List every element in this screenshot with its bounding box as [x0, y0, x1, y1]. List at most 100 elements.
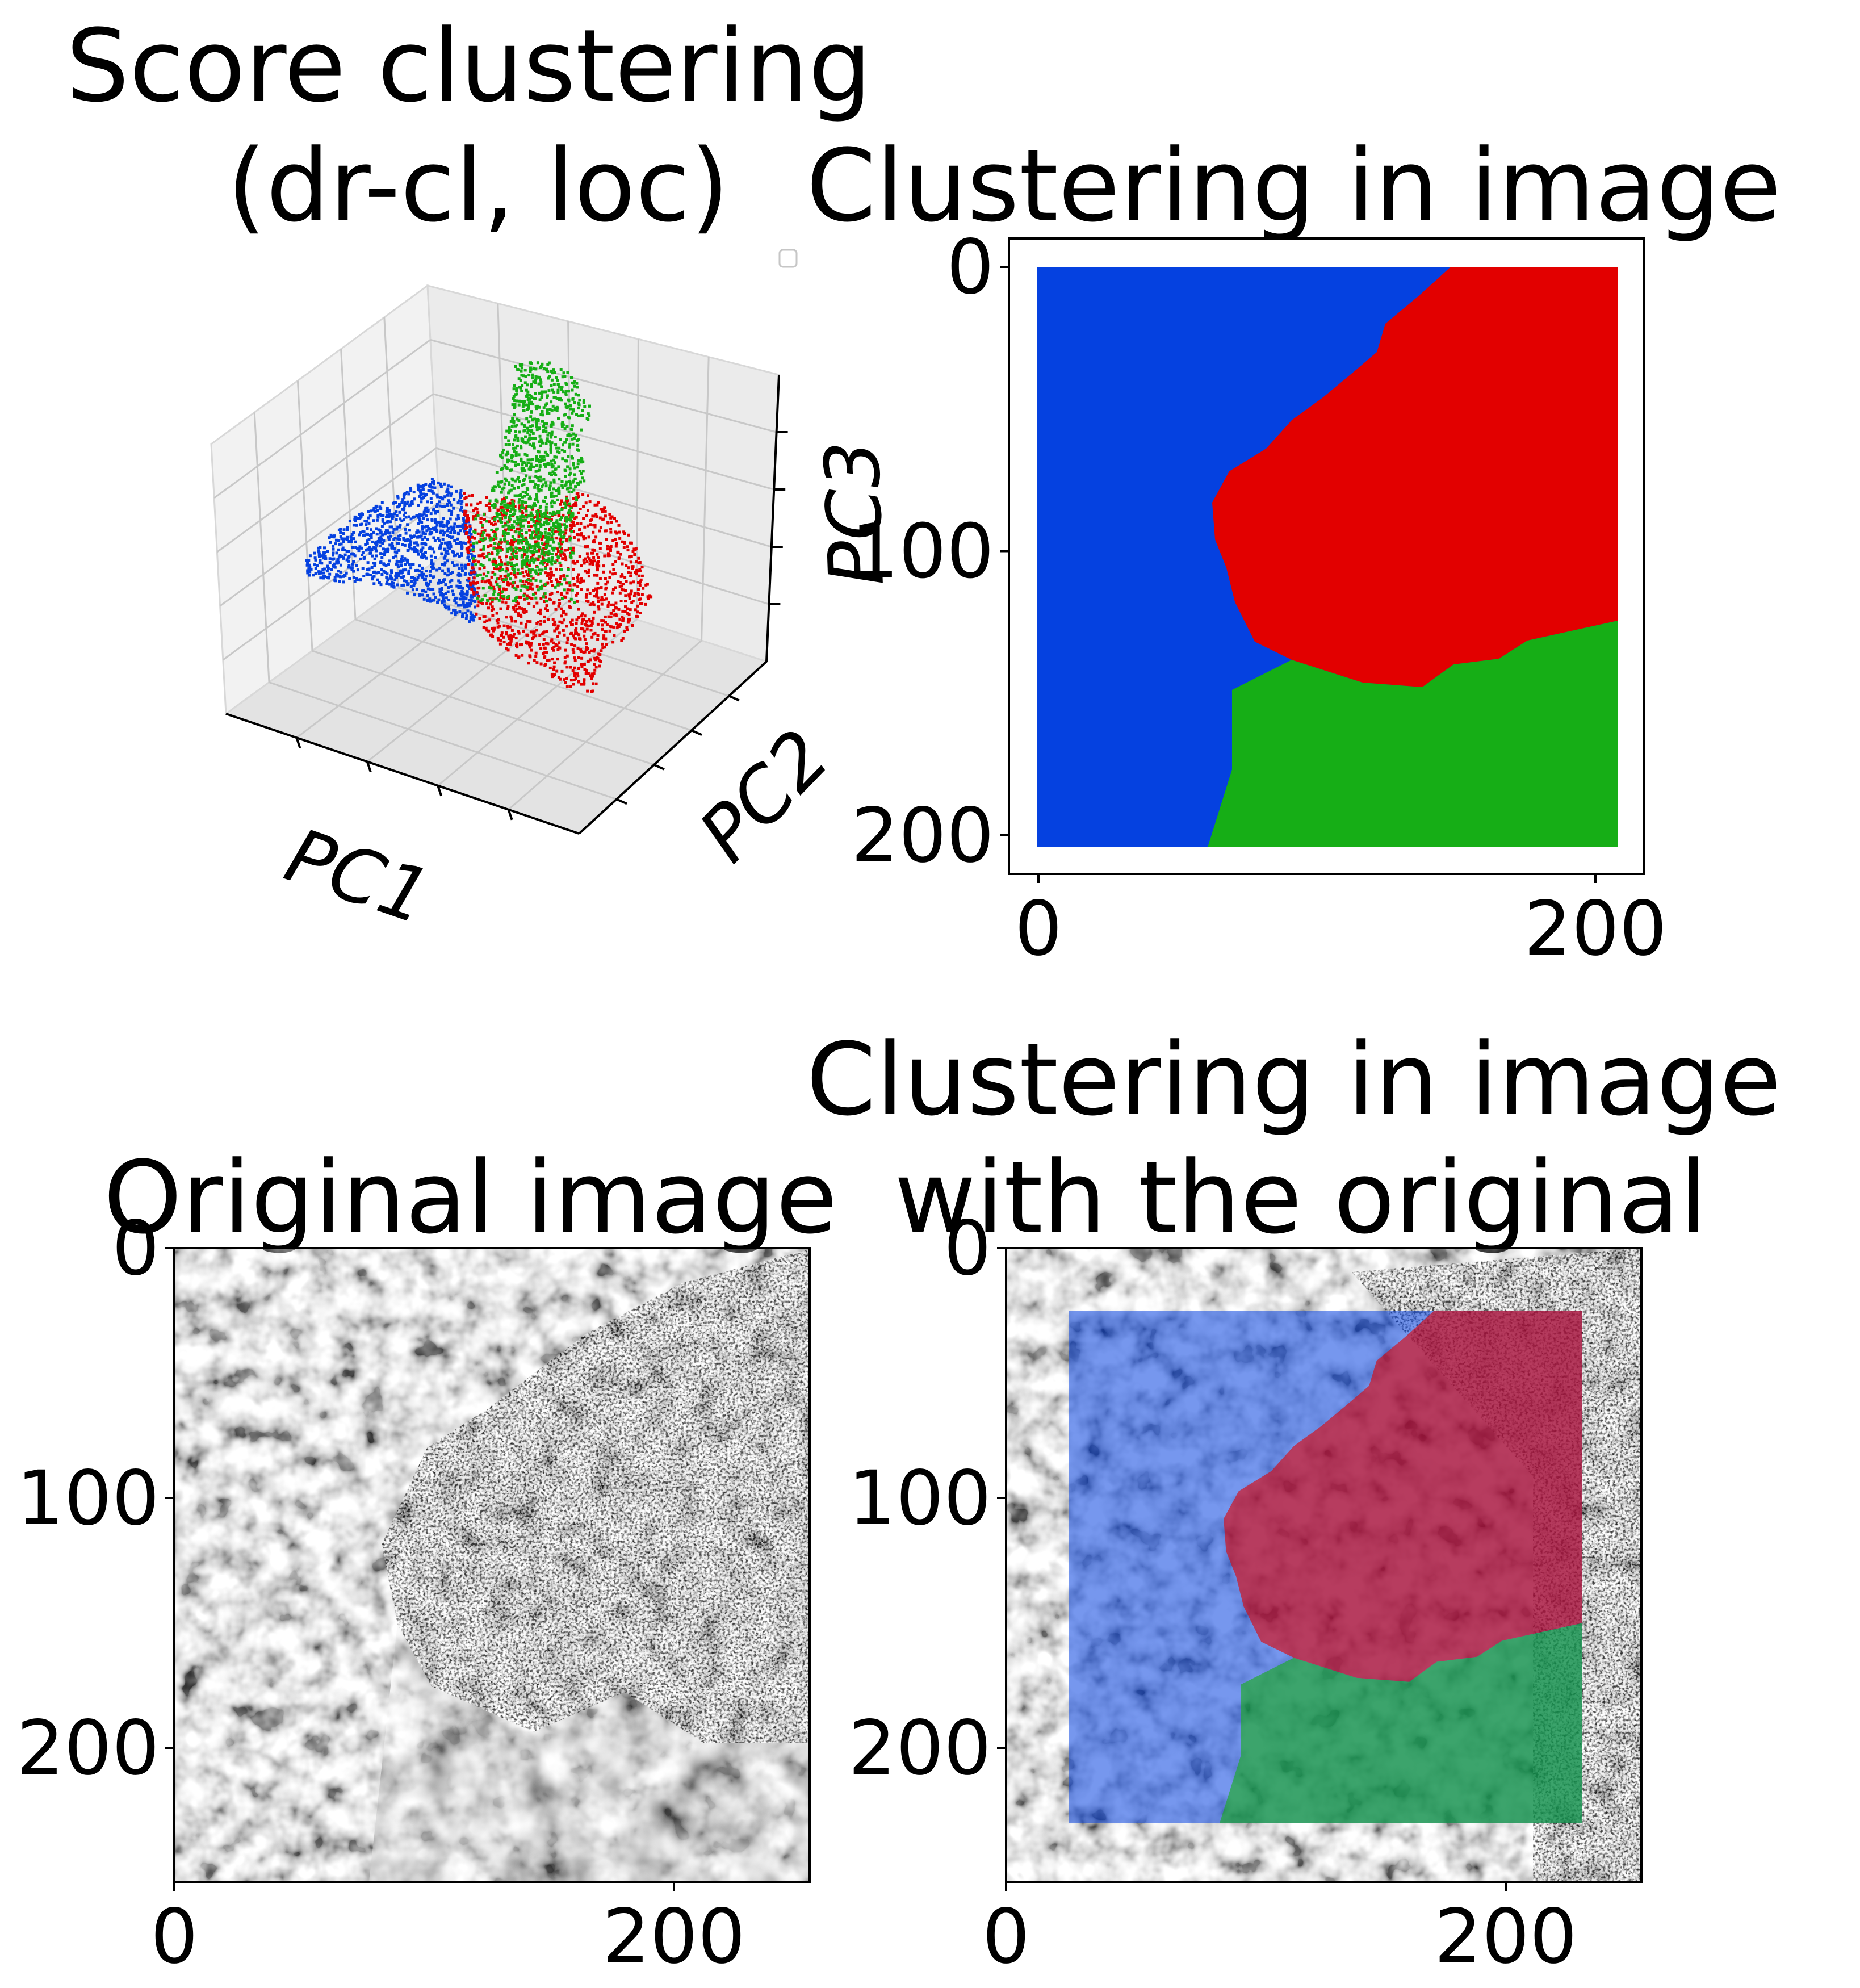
blue-point: [336, 574, 339, 577]
blue-point: [449, 545, 453, 549]
gridline: [433, 393, 774, 491]
red-point: [577, 656, 580, 659]
blue-point: [472, 615, 476, 618]
green-point: [539, 380, 543, 384]
green-point: [514, 365, 517, 368]
red-point: [468, 525, 472, 528]
red-point: [607, 615, 610, 618]
green-point: [568, 480, 571, 483]
blue-point: [308, 574, 311, 577]
blue-point: [380, 573, 384, 576]
green-point: [553, 461, 556, 464]
blue-point: [458, 581, 462, 584]
green-point: [494, 486, 497, 489]
green-point: [561, 421, 564, 424]
red-point: [500, 631, 504, 635]
red-point: [525, 570, 528, 574]
red-point: [549, 567, 552, 571]
red-point: [556, 581, 560, 584]
blue-point: [430, 489, 434, 493]
red-point: [562, 574, 565, 577]
blue-point: [443, 556, 446, 560]
green-point: [532, 465, 535, 468]
green-point: [476, 574, 479, 577]
red-point: [482, 626, 485, 629]
red-point: [576, 522, 579, 525]
red-point: [629, 560, 632, 564]
green-point: [540, 513, 543, 516]
panel2-ytick-label: 100: [851, 508, 994, 596]
green-point: [550, 400, 553, 404]
blue-point: [351, 562, 354, 566]
red-point: [620, 584, 623, 588]
green-point: [508, 429, 511, 432]
green-point: [569, 518, 572, 522]
red-point: [558, 602, 562, 605]
green-point: [520, 445, 522, 448]
green-point: [497, 542, 501, 546]
red-point: [518, 606, 521, 610]
red-point: [583, 614, 587, 618]
red-point: [575, 622, 578, 625]
green-point: [556, 391, 560, 394]
blue-point: [365, 520, 368, 523]
green-point: [582, 399, 585, 402]
green-point: [534, 377, 538, 380]
red-point: [603, 646, 606, 649]
cluster-region-green: [1208, 621, 1618, 847]
green-point: [569, 554, 572, 557]
blue-point: [453, 599, 456, 602]
red-point: [525, 505, 529, 508]
green-point: [545, 515, 548, 518]
blue-point: [439, 581, 443, 584]
red-point: [513, 633, 516, 636]
red-point: [572, 583, 576, 587]
green-point: [566, 405, 569, 408]
red-point: [580, 663, 583, 666]
blue-point: [379, 506, 382, 509]
green-point: [531, 437, 534, 440]
blue-point: [426, 525, 429, 528]
red-point: [558, 620, 562, 623]
green-point: [530, 400, 533, 404]
red-point: [516, 527, 519, 530]
blue-point: [366, 561, 370, 564]
blue-point: [394, 554, 397, 558]
blue-point: [468, 528, 472, 531]
blue-point: [474, 592, 477, 596]
green-point: [569, 507, 573, 509]
blue-point: [367, 516, 370, 520]
blue-point: [450, 510, 454, 513]
blue-point: [384, 548, 388, 551]
red-point: [479, 601, 483, 605]
green-point: [547, 389, 551, 392]
red-point: [597, 659, 601, 663]
red-point: [539, 612, 542, 616]
green-point: [551, 538, 555, 541]
blue-point: [468, 559, 471, 562]
red-point: [563, 662, 567, 665]
red-point: [592, 589, 595, 592]
blue-point: [447, 586, 450, 589]
green-point: [546, 462, 550, 465]
red-point: [495, 562, 498, 565]
blue-point: [425, 529, 429, 533]
red-point: [637, 556, 640, 560]
blue-point: [332, 554, 334, 557]
green-point: [580, 472, 583, 475]
blue-point: [383, 521, 386, 525]
green-point: [552, 480, 556, 484]
red-point: [517, 655, 521, 659]
red-point: [596, 574, 599, 577]
green-point: [555, 520, 558, 524]
pc1-tick: [437, 785, 443, 797]
blue-point: [349, 535, 353, 539]
red-point: [481, 602, 484, 605]
blue-point: [389, 574, 392, 577]
blue-point: [410, 500, 414, 503]
blue-point: [400, 519, 404, 522]
green-point: [531, 444, 534, 447]
green-point: [577, 394, 580, 397]
blue-point: [387, 563, 390, 566]
green-point: [542, 455, 546, 458]
